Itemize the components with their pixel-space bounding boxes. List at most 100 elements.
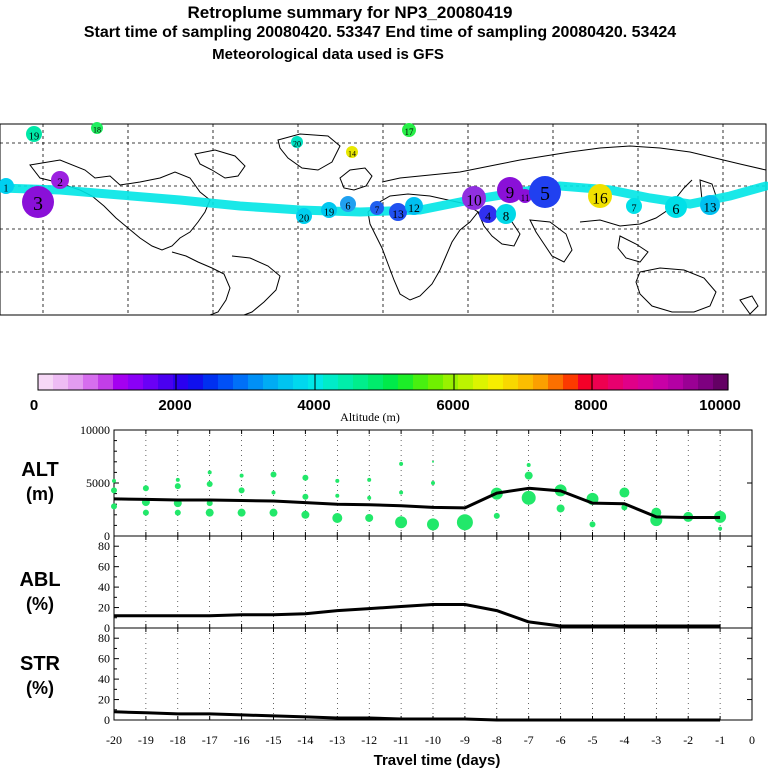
map-marker [588, 184, 612, 208]
x-tick-label: -14 [297, 733, 313, 747]
y-tick-label: 40 [98, 580, 110, 594]
series-line [113, 710, 721, 722]
map-marker-label: 14 [348, 149, 356, 158]
altitude-point [589, 521, 596, 528]
map-marker [529, 176, 561, 208]
x-tick-label: 0 [749, 733, 755, 747]
abl-panel: 0 20 40 60 80 [98, 535, 753, 635]
map-marker-label: 7 [375, 205, 380, 215]
colorbar-segment [653, 374, 669, 390]
map-marker-label: 6 [672, 202, 679, 218]
map-marker-label: 7 [631, 203, 636, 214]
altitude-point [237, 508, 246, 517]
map-marker-label: 1 [3, 183, 8, 194]
altitude-point [432, 460, 434, 463]
map-marker-label: 13 [704, 200, 717, 215]
met-data-note: Meteorological data used is GFS [212, 46, 444, 63]
altitude-point [301, 510, 310, 519]
series-line [113, 486, 721, 519]
altitude-point [718, 526, 723, 531]
altitude-point [367, 477, 372, 482]
colorbar-segment [113, 374, 129, 390]
x-tick-label: -12 [361, 733, 377, 747]
map-marker [22, 186, 54, 218]
y-tick-label: 0 [104, 529, 110, 543]
colorbar-segment [383, 374, 399, 390]
altitude-point [205, 508, 214, 517]
colorbar-segment [638, 374, 654, 390]
x-tick-label: -7 [524, 733, 534, 747]
sampling-times: Start time of sampling 20080420. 53347 E… [83, 24, 677, 41]
altitude-point [427, 518, 439, 531]
map-marker [626, 198, 642, 214]
colorbar-segment [83, 374, 99, 390]
altitude-point [270, 471, 277, 478]
altitude-point [365, 513, 374, 522]
altitude-point [395, 516, 408, 529]
map-marker [296, 208, 312, 224]
abl-unit: (%) [26, 594, 54, 614]
altitude-point [335, 478, 340, 483]
colorbar-tick-label: 0 [30, 397, 38, 414]
colorbar-tick-label: 10000 [699, 397, 741, 414]
colorbar-segment [188, 374, 204, 390]
altitude-point [271, 490, 276, 495]
colorbar-segment [68, 374, 84, 390]
map-marker-label: 11 [521, 193, 530, 203]
x-tick-label: -5 [588, 733, 598, 747]
colorbar-tick-label: 6000 [436, 397, 469, 414]
colorbar-segment [173, 374, 189, 390]
altitude-point [142, 509, 149, 516]
str-unit: (%) [26, 678, 54, 698]
x-tick-label: -15 [266, 733, 282, 747]
altitude-point [175, 477, 180, 482]
altitude-point [556, 504, 565, 513]
alt-label: ALT [21, 459, 58, 481]
colorbar-segment [158, 374, 174, 390]
map-marker [497, 177, 523, 203]
altitude-point [206, 481, 213, 488]
colorbar-segment [488, 374, 504, 390]
altitude-point [302, 474, 309, 481]
colorbar-segment [218, 374, 234, 390]
map-marker-label: 10 [466, 193, 482, 210]
colorbar-segment [578, 374, 594, 390]
x-tick-label: -18 [170, 733, 186, 747]
page-title: Retroplume summary for NP3_20080419 [187, 3, 513, 22]
colorbar-segment [608, 374, 624, 390]
x-tick-label: -6 [556, 733, 566, 747]
map-marker-label: 20 [293, 139, 301, 148]
altitude-point [335, 493, 340, 498]
colorbar-segment [98, 374, 114, 390]
x-tick-label: -8 [492, 733, 502, 747]
map-marker-label: 5 [540, 183, 550, 205]
map-marker [0, 178, 14, 194]
map-marker [496, 204, 516, 224]
colorbar-segment [323, 374, 339, 390]
colorbar-segment [353, 374, 369, 390]
altitude-point [206, 500, 213, 507]
colorbar-segment [143, 374, 159, 390]
abl-label: ABL [19, 569, 60, 591]
x-tick-label: -11 [393, 733, 409, 747]
x-tick-label: -20 [106, 733, 122, 747]
map-marker [291, 136, 303, 148]
colorbar-segment [203, 374, 219, 390]
map-gridlines [0, 124, 766, 315]
altitude-point [302, 493, 309, 500]
altitude-colorbar: 0 2000 4000 6000 8000 10000 Altitude (m) [30, 373, 741, 424]
x-tick-label: -9 [460, 733, 470, 747]
altitude-point [456, 514, 473, 531]
altitude-point [399, 490, 404, 495]
y-tick-label: 10000 [80, 423, 110, 437]
colorbar-segment [293, 374, 309, 390]
altitude-point [493, 512, 500, 519]
map-marker [389, 203, 407, 221]
colorbar-segment [308, 374, 324, 390]
colorbar-segment [278, 374, 294, 390]
colorbar-segment [593, 374, 609, 390]
